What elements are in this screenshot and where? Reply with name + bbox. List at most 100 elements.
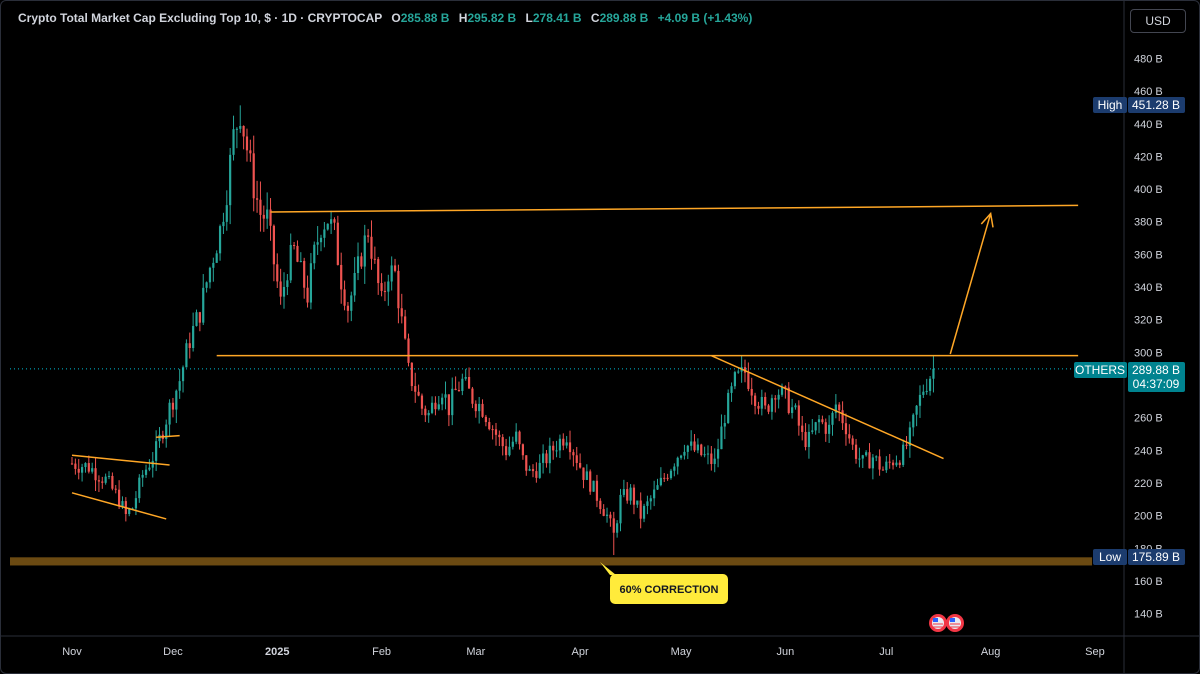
last-tag-value: 289.88 B — [1132, 363, 1180, 377]
last-price-tag: OTHERS 289.88 B 04:37:09 — [1074, 362, 1185, 392]
candle-body — [141, 474, 144, 478]
us-events-flag-icon[interactable] — [929, 614, 964, 632]
trendline[interactable] — [156, 434, 180, 439]
candle-body — [434, 402, 437, 410]
low-value: 278.41 B — [532, 11, 582, 25]
symbol-title: Crypto Total Market Cap Excluding Top 10… — [18, 11, 383, 25]
candle-body — [605, 514, 609, 516]
candle-body — [97, 480, 101, 482]
candle-body — [467, 377, 471, 389]
candle-body — [232, 129, 235, 155]
trendline[interactable] — [949, 213, 992, 355]
candle-body — [104, 476, 107, 483]
candle-body — [703, 454, 706, 456]
candle-body — [616, 523, 619, 533]
candle-body — [370, 236, 373, 259]
candle-body — [171, 402, 175, 410]
candle-body — [797, 405, 800, 426]
candle-body — [457, 389, 461, 392]
candle-body — [511, 441, 514, 447]
candle-body — [669, 470, 673, 479]
candle-body — [868, 452, 871, 469]
candle-body — [306, 287, 309, 303]
candle-body — [481, 403, 484, 417]
price-tick-label: 440 B — [1134, 119, 1163, 131]
candle-body — [828, 424, 831, 434]
candle-body — [235, 128, 238, 130]
candle-body — [454, 388, 457, 390]
time-tick-label: Feb — [372, 646, 391, 658]
candle-body — [255, 198, 259, 200]
candle-body — [538, 462, 541, 478]
candle-body — [330, 219, 333, 224]
candle-body — [417, 391, 420, 396]
candle-body — [663, 477, 666, 479]
trendline[interactable] — [270, 204, 1079, 213]
candle-body — [276, 264, 279, 282]
currency-button[interactable]: USD — [1130, 9, 1186, 33]
candle-body — [646, 501, 649, 506]
candle-body — [649, 498, 652, 502]
candle-body — [565, 442, 568, 446]
price-tick-label: 380 B — [1134, 217, 1163, 229]
candle-body — [720, 426, 723, 450]
candle-body — [488, 422, 491, 430]
candle-body — [400, 308, 403, 317]
candle-body — [706, 453, 710, 455]
candle-body — [363, 235, 366, 267]
candle-body — [885, 461, 888, 471]
candle-body — [656, 485, 659, 490]
symbol-legend[interactable]: Crypto Total Market Cap Excluding Top 10… — [18, 11, 752, 25]
candle-body — [599, 500, 602, 510]
candle-body — [195, 312, 198, 326]
candle-body — [269, 209, 272, 226]
candle-body — [74, 463, 77, 469]
candle-body — [286, 280, 289, 287]
candle-body — [922, 391, 925, 395]
candle-body — [414, 386, 417, 392]
candle-body — [279, 281, 282, 297]
candle-body — [548, 445, 551, 464]
candle-body — [289, 245, 292, 281]
candle-body — [118, 489, 121, 507]
close-label: C — [590, 11, 600, 25]
candle-body — [107, 475, 111, 477]
candle-body — [824, 422, 827, 434]
candle-body — [508, 446, 511, 456]
candle-body — [222, 221, 225, 227]
candle-body — [693, 441, 696, 451]
candle-body — [908, 427, 911, 446]
candle-body — [905, 444, 908, 446]
candle-body — [350, 295, 353, 311]
candle-body — [881, 469, 885, 471]
candle-body — [690, 441, 693, 446]
candle-body — [430, 402, 434, 413]
time-tick-label: Sep — [1085, 646, 1105, 658]
price-tick-label: 340 B — [1134, 282, 1163, 294]
price-tick-label: 460 B — [1134, 86, 1163, 98]
candle-body — [562, 438, 565, 446]
price-tick-label: 480 B — [1134, 53, 1163, 65]
candle-body — [542, 453, 545, 463]
trendline[interactable] — [711, 354, 944, 460]
correction-callout: 60% CORRECTION — [600, 562, 728, 604]
price-tick-label: 320 B — [1134, 315, 1163, 327]
candle-body — [377, 259, 380, 284]
candle-body — [683, 451, 686, 456]
candle-body — [474, 403, 477, 412]
time-axis[interactable]: Nov Dec 2025 Feb Mar Apr May Jun Jul Aug Sep — [62, 646, 1105, 658]
candle-body — [727, 392, 730, 424]
candle-body — [239, 125, 242, 129]
candle-body — [225, 205, 228, 222]
candle-body — [215, 253, 218, 263]
trendline[interactable] — [71, 454, 170, 466]
price-tick-label: 420 B — [1134, 151, 1163, 163]
candle-body — [70, 463, 74, 465]
candle-body — [767, 405, 770, 412]
candle-body — [592, 480, 595, 492]
trendline[interactable] — [71, 492, 167, 520]
candle-body — [397, 270, 400, 309]
low-price-tag: Low 175.89 B — [1093, 549, 1185, 565]
